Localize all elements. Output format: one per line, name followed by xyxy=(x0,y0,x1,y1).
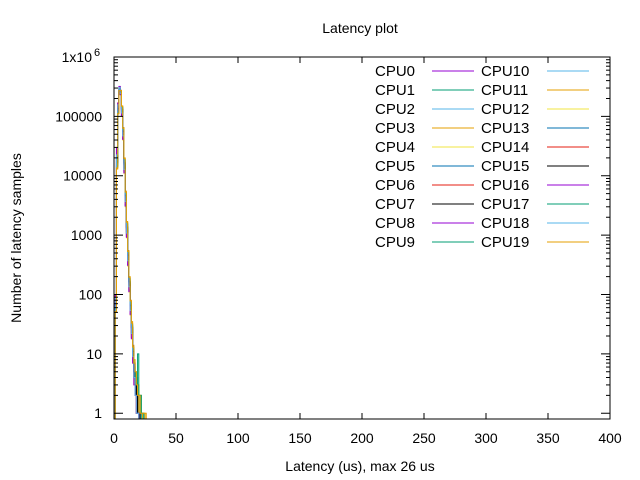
x-axis-ticks: 0 50 100 150 200 250 300 350 400 xyxy=(110,57,622,446)
x-axis-label: Latency (us), max 26 us xyxy=(285,458,434,474)
legend-label: CPU4 xyxy=(375,139,415,156)
y-tick-label: 100 xyxy=(79,286,103,302)
legend-entry-cpu7: CPU7 xyxy=(375,196,474,213)
x-tick-label: 300 xyxy=(474,430,498,446)
y-tick-label: 10000 xyxy=(63,168,102,184)
chart-title: Latency plot xyxy=(322,20,398,36)
legend-entry-cpu11: CPU11 xyxy=(481,82,589,99)
x-tick-label: 100 xyxy=(226,430,250,446)
legend-label: CPU0 xyxy=(375,63,415,80)
x-tick-label: 50 xyxy=(168,430,184,446)
y-tick-label-top-exponent: 6 xyxy=(94,47,100,59)
legend-label: CPU11 xyxy=(481,82,528,99)
y-tick-label-top: 1x10 xyxy=(62,49,93,65)
legend-entry-cpu4: CPU4 xyxy=(375,139,474,156)
y-tick-label: 100000 xyxy=(55,108,102,124)
legend: CPU0 CPU1 CPU2 CPU3 CPU4 CPU5 CPU6 CPU7 CPU8 CPU9… xyxy=(375,63,589,251)
y-axis-label: Number of latency samples xyxy=(8,153,24,323)
series-line-cpu19 xyxy=(114,90,146,420)
legend-label: CPU9 xyxy=(375,234,415,251)
legend-entry-cpu5: CPU5 xyxy=(375,158,474,175)
legend-entry-cpu3: CPU3 xyxy=(375,120,474,137)
legend-entry-cpu15: CPU15 xyxy=(481,158,589,175)
legend-entry-cpu18: CPU18 xyxy=(481,215,589,232)
legend-label: CPU1 xyxy=(375,82,415,99)
plot-frame xyxy=(113,56,611,420)
legend-label: CPU14 xyxy=(481,139,529,156)
legend-label: CPU12 xyxy=(481,101,529,118)
legend-entry-cpu16: CPU16 xyxy=(481,177,589,194)
legend-entry-cpu13: CPU13 xyxy=(481,120,589,137)
legend-label: CPU2 xyxy=(375,101,415,118)
legend-label: CPU18 xyxy=(481,215,529,232)
y-axis-ticks: 1 10 100 1000 10000 100000 1x10 6 xyxy=(55,47,610,421)
legend-label: CPU3 xyxy=(375,120,415,137)
legend-label: CPU8 xyxy=(375,215,415,232)
legend-entry-cpu1: CPU1 xyxy=(375,82,474,99)
legend-entry-cpu19: CPU19 xyxy=(481,234,589,251)
legend-entry-cpu9: CPU9 xyxy=(375,234,474,251)
legend-label: CPU17 xyxy=(481,196,529,213)
x-tick-label: 200 xyxy=(350,430,374,446)
x-tick-label: 0 xyxy=(110,430,118,446)
legend-entry-cpu10: CPU10 xyxy=(481,63,589,80)
legend-entry-cpu6: CPU6 xyxy=(375,177,474,194)
legend-label: CPU19 xyxy=(481,234,529,251)
series-line-cpu11 xyxy=(114,89,147,420)
x-tick-label: 150 xyxy=(288,430,312,446)
legend-label: CPU10 xyxy=(481,63,529,80)
series-line-cpu3 xyxy=(114,87,144,420)
legend-label: CPU13 xyxy=(481,120,529,137)
legend-entry-cpu14: CPU14 xyxy=(481,139,589,156)
x-tick-label: 400 xyxy=(598,430,622,446)
x-tick-label: 350 xyxy=(536,430,560,446)
legend-entry-cpu2: CPU2 xyxy=(375,101,474,118)
y-tick-label: 10 xyxy=(86,346,102,362)
y-tick-label: 1000 xyxy=(71,227,102,243)
legend-entry-cpu8: CPU8 xyxy=(375,215,474,232)
plot-lines xyxy=(114,85,147,420)
legend-label: CPU5 xyxy=(375,158,415,175)
legend-label: CPU16 xyxy=(481,177,529,194)
legend-label: CPU6 xyxy=(375,177,415,194)
legend-entry-cpu17: CPU17 xyxy=(481,196,589,213)
legend-entry-cpu0: CPU0 xyxy=(375,63,474,80)
x-tick-label: 250 xyxy=(412,430,436,446)
legend-entry-cpu12: CPU12 xyxy=(481,101,589,118)
y-tick-label: 1 xyxy=(94,405,102,421)
legend-label: CPU7 xyxy=(375,196,415,213)
legend-label: CPU15 xyxy=(481,158,529,175)
